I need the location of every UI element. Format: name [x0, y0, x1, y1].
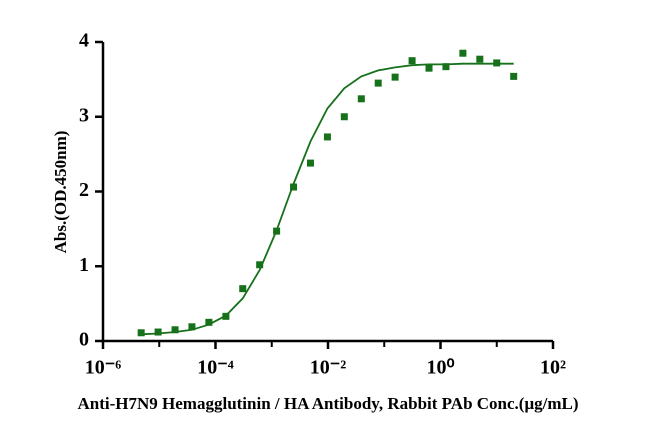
data-point [306, 159, 314, 167]
data-point [374, 79, 382, 87]
data-point [154, 328, 162, 336]
x-tick-label: 10² [540, 357, 566, 379]
data-point [205, 318, 213, 326]
data-point [340, 113, 348, 121]
data-point [510, 72, 518, 80]
x-tick-label: 10⁻⁴ [197, 357, 234, 379]
x-axis-label: Anti-H7N9 Hemagglutinin / HA Antibody, R… [78, 394, 579, 413]
data-point [256, 261, 264, 269]
data-point [171, 326, 179, 334]
y-tick-label: 2 [79, 179, 89, 201]
data-point [188, 323, 196, 331]
data-point [408, 57, 416, 65]
fit-curve [141, 62, 514, 336]
y-axis-label: Abs.(OD.450nm) [51, 131, 70, 254]
y-tick-label: 0 [79, 329, 89, 351]
y-tick-label: 4 [79, 30, 89, 52]
data-point [425, 64, 433, 72]
y-tick-label: 1 [79, 254, 89, 276]
data-point [137, 329, 145, 337]
data-point [323, 133, 331, 141]
data-point [459, 49, 467, 57]
x-tick-label: 10⁻² [310, 357, 347, 379]
data-point [391, 73, 399, 81]
y-tick-label: 3 [79, 104, 89, 126]
data-point [290, 183, 298, 191]
x-tick-label: 10⁰ [426, 357, 454, 379]
data-point [357, 95, 365, 103]
data-point [239, 285, 247, 293]
data-point [442, 63, 450, 71]
data-point [476, 55, 484, 63]
x-tick-label: 10⁻⁶ [85, 357, 122, 379]
